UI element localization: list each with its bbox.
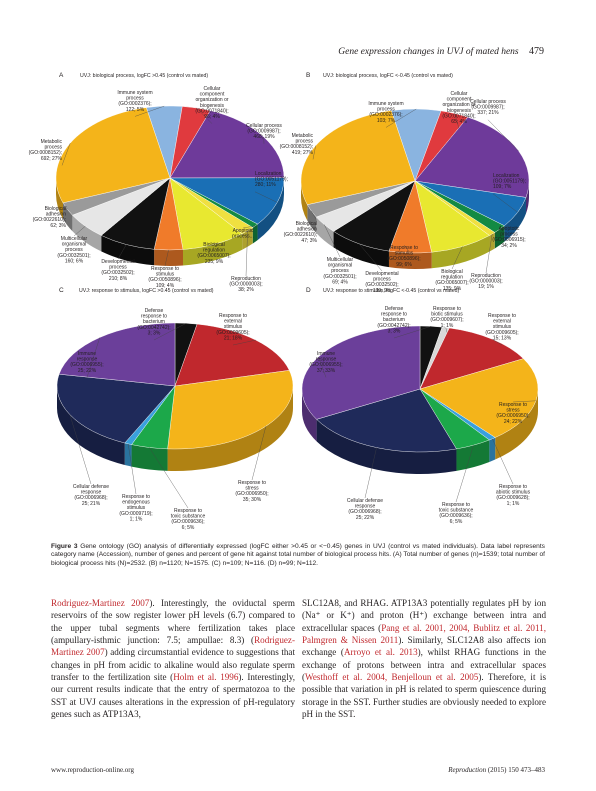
pie-slice-label-line: process... [232,234,254,240]
pie-slice-label-line: 160; 6% [65,258,84,264]
citation-link[interactable]: Westhoff et al. 2004, Benjelloun et al. … [305,672,478,682]
pie-slice-label: Developmental process (GO:0032502); 210; 8% [101,259,134,282]
pie-slice-label-line: 280; 11% [255,182,276,188]
pie-slice-label-line: 1; 1% [441,323,454,329]
pie-slice-label: Response to external stimulus (GO:0009605);… [485,313,518,341]
figure-caption-text: Gene ontology (GO) analysis of different… [51,543,545,567]
pie-slice-side [125,443,132,467]
pie-slice-label: Response to endogenous stimulus (GO:0009719… [119,494,152,522]
pie-slice-label-line: 135; 9% [443,286,462,292]
pie-slice-label: Multicellular organismal process (GO:003250… [57,236,90,264]
pie-slice-label-line: 47; 3% [301,238,317,244]
pie-slice-label-line: 6; 5% [450,519,463,525]
pie-slice-label-line: 122; 5% [126,107,145,113]
pie-slice-label: Response to stimulus (GO:0050896); 109; 4% [148,266,181,289]
pie-chart-3: Defense response to bacterium (GO:0042742);… [302,306,538,525]
pie-slice-label: Developmental process (GO:0032502); 139; 9% [365,271,398,294]
pie-slice-label: Response to stress (GO:0006950); 35; 30% [235,480,268,503]
pie-slice-label-line: 419; 27% [292,150,314,156]
pie-slice-label-line: 692; 27% [41,156,63,162]
pie-slice-label-line: 337; 21% [477,110,499,116]
pie-slice-label-line: 103; 7% [377,118,396,124]
pie-slice-label-line: 139; 9% [373,288,392,294]
figure-caption: Figure 3 Gene ontology (GO) analysis of … [51,543,545,568]
pie-slice-label: Biological adhesion (GO:0022610); 62; 3% [33,206,67,229]
pie-slice-label-line: 99; 6% [396,262,412,268]
pie-slice-label-line: 35; 30% [243,497,262,503]
pie-slice-label-line: 38; 2% [238,287,254,293]
pie-slice-label-line: 25; 22% [78,368,97,374]
pie-slice-label-line: 468; 19% [253,134,275,140]
pie-slice-label-line: 69; 4% [332,279,348,285]
pie-slice-label-line: 96; 4% [204,114,220,120]
pie-slice-label-line: 24; 22% [504,419,523,425]
pie-slice-label-line: 3; 3% [148,330,161,336]
pie-slice-label-line: 235; 9% [205,259,224,265]
pie-slice-label: Response to toxic substance (GO:0009636); 6… [171,508,206,531]
pie-slice-label-line: 210; 8% [109,276,128,282]
pie-slice-label-line: 3; 3% [388,328,401,334]
figure-caption-lead: Figure 3 [51,543,78,550]
pie-slice-label-line: 15; 13% [493,335,512,341]
footer-url: www.reproduction-online.org [51,766,134,774]
footer-volume: (2015) 150 473–483 [488,766,545,774]
body-text-right: SLC12A8, and RHAG. ATP13A3 potentially r… [302,597,546,720]
pie-slice-label-line: 25; 22% [356,515,375,521]
pie-slice-label-line: 37; 33% [317,368,336,374]
pie-slice-label-line: 21; 18% [224,335,243,341]
pie-slice-label: Reproduction (GO:0000003); 38; 2% [229,276,262,293]
pie-slice-label: Biological regulation (GO:0065007); 135; 9% [435,269,468,292]
pie-slice-label-line: 62; 3% [50,223,66,229]
pie-slice-label-line: 1; 1% [507,501,520,507]
footer-citation: Reproduction (2015) 150 473–483 [448,766,545,774]
pie-slice-label-line: 19; 1% [478,284,494,290]
pie-slice-label-line: 25; 21% [82,501,101,507]
pie-charts: Immune system process (GO:0002376); 122; 5%… [0,0,596,540]
pie-slice-label-line: 6; 5% [182,525,195,531]
pie-slice-label-line: 109; 7% [493,184,512,190]
pie-chart-2: Defense response to bacterium (GO:0042742);… [57,308,293,531]
citation-link[interactable]: Arroyo et al. 2013 [344,647,418,657]
pie-chart-0: Immune system process (GO:0002376); 122; 5%… [29,86,288,293]
citation-link[interactable]: Rodriguez-Martinez 2007 [51,598,149,608]
pie-slice-label-line: 65; 4% [451,119,467,125]
pie-slice-label: Cellular defense response (GO:0006968); 25;… [347,498,383,521]
pie-slice-label: Response to toxic substance (GO:0009636); 6… [439,502,474,525]
citation-link[interactable]: Holm et al. 1996 [173,672,238,682]
pie-slice-label: Reproduction (GO:0000003); 19; 1% [469,273,502,290]
body-text-left: Rodriguez-Martinez 2007). Interestingly,… [51,597,295,720]
pie-slice-label-line: 109; 4% [156,283,175,289]
pie-slice-label: Apoptotic process... [232,228,254,240]
pie-slice-label: Response to biotic stimulus (GO:0009607); 1… [430,306,463,329]
footer-journal: Reproduction [448,766,486,774]
pie-slice-side [154,249,183,266]
pie-slice-label-line: 1; 1% [130,516,143,522]
pie-slice-label: Metabolic process (GO:0008152); 692; 27% [29,139,63,162]
pie-slice-side [489,438,495,462]
pie-slice-label: Cellular defense response (GO:0006968); 25;… [73,484,109,507]
pie-slice-label-line: 34; 2% [501,243,517,249]
pie-slice-label: Response to abiotic stimulus (GO:0009628);… [496,484,531,507]
pie-slice-label: Metabolic process (GO:0008152); 419; 27% [280,133,314,156]
pie-slice-label: Multicellular organismal process (GO:003250… [323,257,356,285]
pie-chart-1: Immune system process (GO:0002376); 103; 7%… [280,91,529,294]
pie-slice-label: Biological adhesion (GO:0022610); 47; 3% [284,221,318,244]
